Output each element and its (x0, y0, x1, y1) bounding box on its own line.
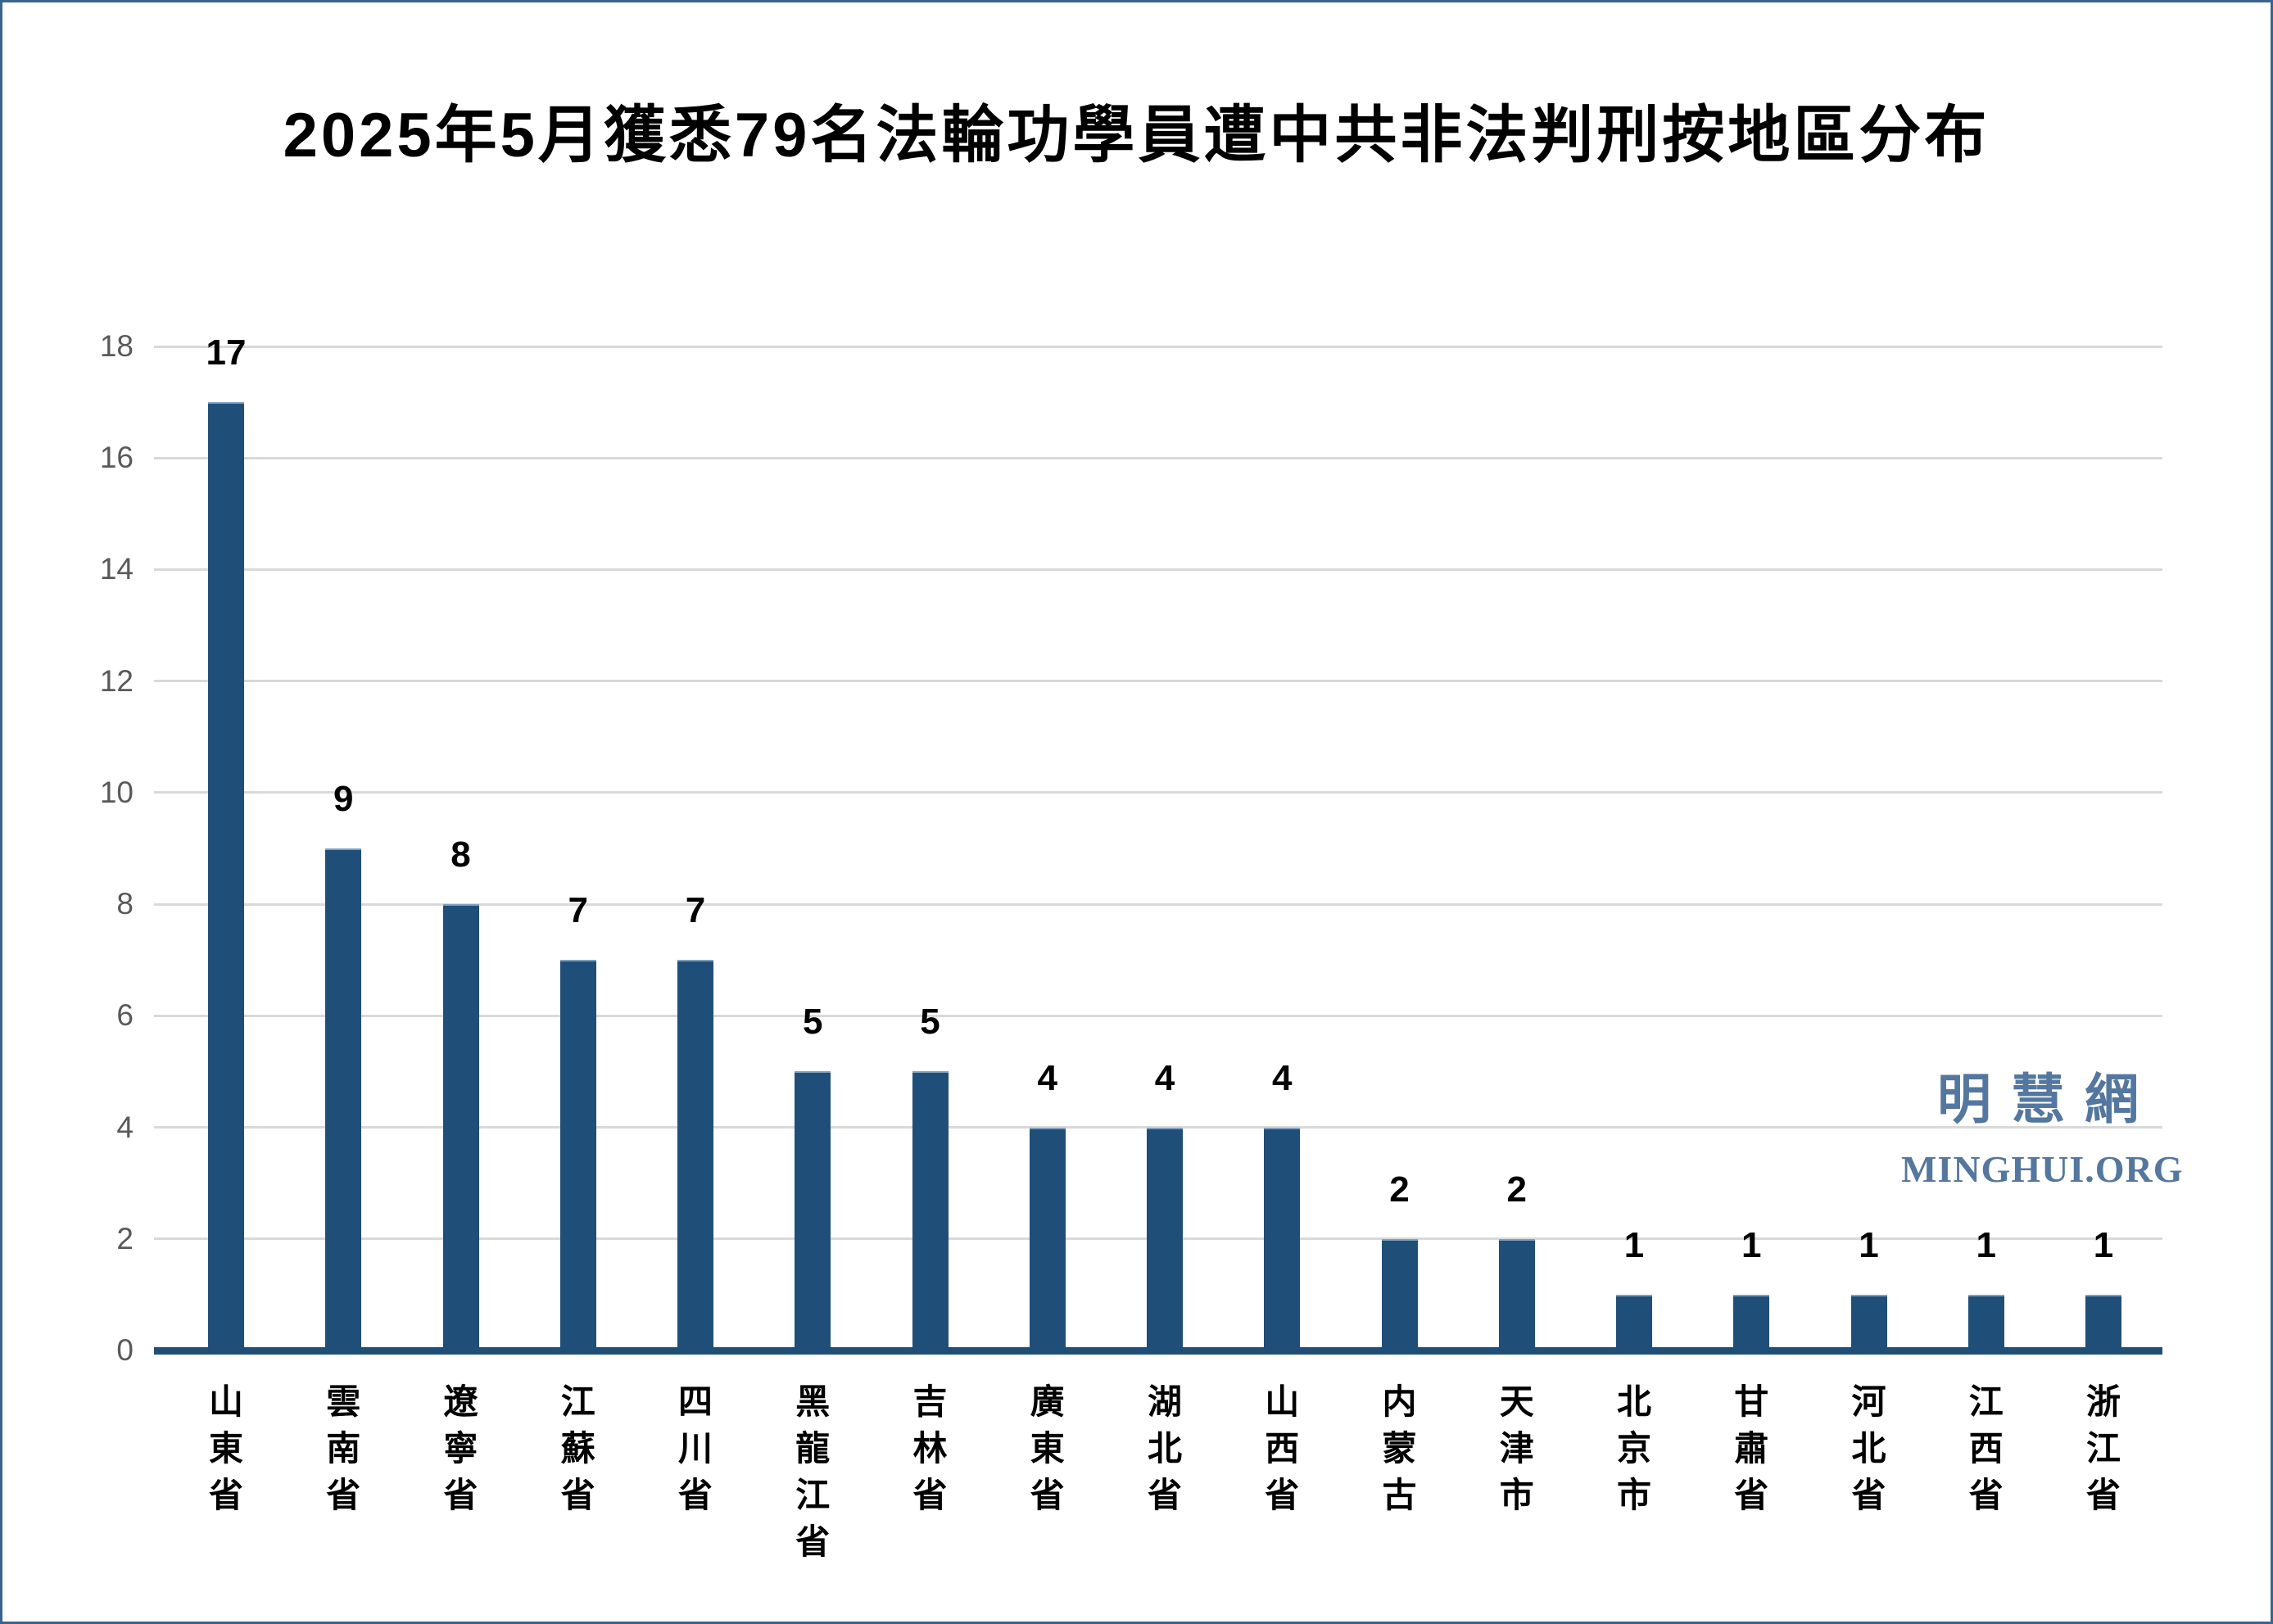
bar (559, 960, 596, 1350)
bar-value-label: 5 (803, 1002, 823, 1042)
y-axis-tick-label: 8 (116, 887, 134, 921)
x-axis-category-label: 廣 東 省 (1030, 1382, 1065, 1514)
bar-value-label: 4 (1272, 1058, 1293, 1098)
bar-value-label: 2 (1506, 1169, 1527, 1210)
x-axis-category-label: 北 京 市 (1616, 1382, 1651, 1514)
minghui-watermark-chinese: 明慧網 (1937, 1069, 2158, 1129)
gridline (154, 902, 2162, 906)
bar-value-label: 4 (1037, 1058, 1057, 1098)
x-axis-category-label: 山 東 省 (208, 1382, 243, 1514)
bar (325, 848, 362, 1350)
bar (912, 1071, 949, 1350)
x-axis-category-label: 河 北 省 (1851, 1382, 1886, 1514)
bar-value-label: 1 (1859, 1225, 1879, 1265)
bar (795, 1071, 831, 1350)
x-axis-category-label: 山 西 省 (1265, 1382, 1300, 1514)
gridline (154, 680, 2162, 683)
x-axis-category-label: 吉 林 省 (912, 1382, 948, 1514)
bar-value-label: 7 (568, 890, 588, 930)
minghui-watermark: 明慧網 MINGHUI.ORG (1901, 1056, 2184, 1191)
bar (1616, 1295, 1652, 1350)
chart-title: 2025年5月獲悉79名法輪功學員遭中共非法判刑按地區分布 (283, 101, 1990, 170)
gridline (154, 568, 2162, 571)
x-axis-category-label: 天 津 市 (1499, 1382, 1534, 1514)
bar (2085, 1295, 2121, 1350)
bar (1498, 1239, 1535, 1350)
bar (442, 904, 479, 1350)
bar-value-label: 5 (920, 1002, 940, 1042)
bar-value-label: 1 (2093, 1225, 2114, 1265)
x-axis-line (154, 1347, 2162, 1355)
x-axis-category-label: 四 川 省 (677, 1382, 713, 1514)
x-axis-category-label: 雲 南 省 (326, 1382, 361, 1514)
x-axis-category-label: 江 蘇 省 (560, 1382, 595, 1514)
bar-value-label: 1 (1976, 1225, 1996, 1265)
bar (208, 402, 244, 1350)
gridline (154, 1014, 2162, 1017)
y-axis-tick-label: 6 (116, 998, 134, 1033)
bar-value-label: 1 (1741, 1225, 1762, 1265)
y-axis-tick-label: 14 (99, 552, 134, 586)
x-axis-category-label: 江 西 省 (1968, 1382, 2004, 1514)
gridline (154, 456, 2162, 459)
x-axis-category-label: 浙 江 省 (2085, 1382, 2121, 1514)
bar (1967, 1295, 2004, 1350)
bar-value-label: 4 (1154, 1058, 1175, 1098)
x-axis-category-label: 内 蒙 古 (1382, 1382, 1417, 1514)
y-axis-tick-label: 12 (99, 663, 134, 698)
bar-value-label: 8 (451, 835, 471, 875)
y-axis-tick-label: 16 (99, 441, 134, 475)
y-axis-tick-label: 18 (99, 329, 134, 363)
bar (1733, 1295, 1770, 1350)
y-axis-tick-label: 0 (116, 1333, 134, 1367)
bar-value-label: 7 (685, 890, 706, 930)
bar (1029, 1128, 1066, 1350)
gridline (154, 345, 2162, 348)
bar (677, 960, 713, 1350)
minghui-watermark-latin: MINGHUI.ORG (1901, 1148, 2184, 1190)
bar (1850, 1295, 1887, 1350)
bar (1147, 1128, 1183, 1350)
x-axis-category-label: 黑 龍 江 省 (795, 1382, 831, 1561)
bar-value-label: 1 (1623, 1225, 1645, 1265)
gridline (154, 791, 2162, 794)
x-axis-category-label: 湖 北 省 (1147, 1382, 1182, 1514)
y-axis-tick-label: 2 (116, 1221, 134, 1255)
bar-value-label: 17 (206, 332, 247, 373)
bar (1381, 1239, 1418, 1350)
y-axis-tick-label: 10 (99, 775, 134, 809)
bar (1264, 1128, 1301, 1350)
bar-value-label: 9 (333, 779, 354, 819)
x-axis-category-label: 遼 寧 省 (443, 1382, 478, 1514)
x-axis-category-label: 甘 肅 省 (1734, 1382, 1769, 1514)
bar-value-label: 2 (1389, 1169, 1410, 1210)
y-axis-tick-label: 4 (116, 1110, 134, 1144)
gridline (154, 1126, 2162, 1129)
